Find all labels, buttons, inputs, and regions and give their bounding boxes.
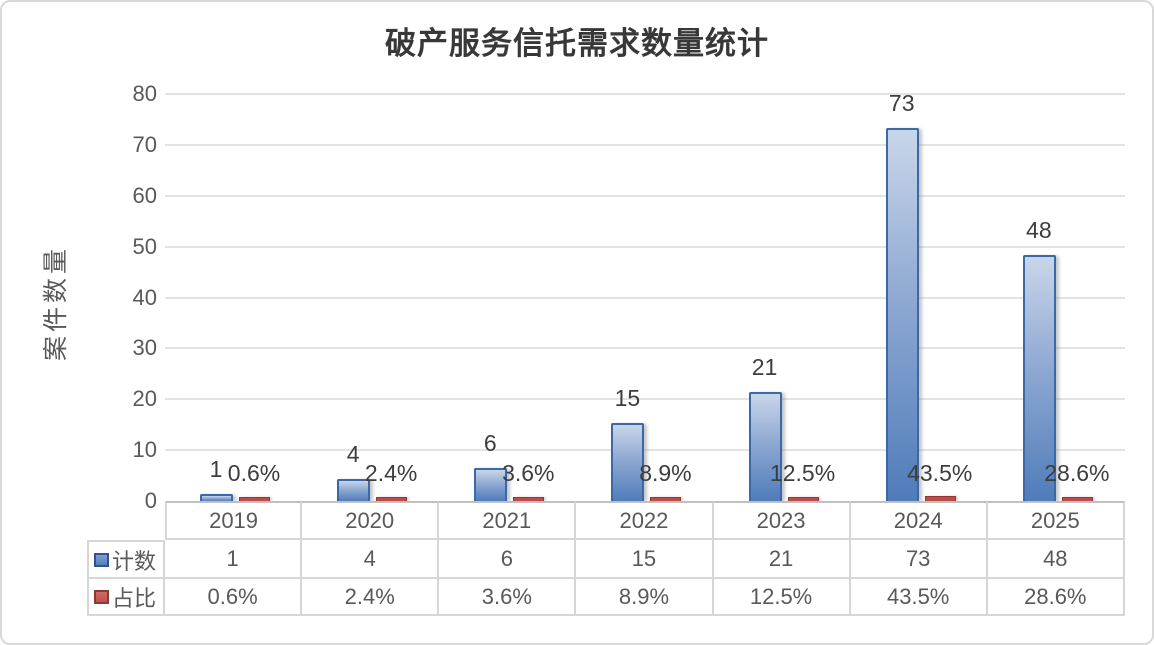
table-cell-count-2022: 15 [576,540,714,579]
table-cell-count-2021: 6 [439,540,577,579]
column-2020: 4 2.4% [302,94,439,501]
count-label-2022: 15 [614,384,641,411]
table-cell-ratio-2019: 0.6% [165,579,303,616]
count-label-2025: 48 [1026,216,1052,243]
column-2019: 1 0.6% [165,94,302,501]
gridline-10 [165,449,1125,452]
ratio-bar-2023[interactable] [787,497,819,501]
gridline-80 [165,93,1125,95]
column-2024: 73 43.5% [851,90,988,501]
ratio-label-2023: 12.5% [769,460,836,486]
gridline-70 [165,143,1125,146]
y-tick-label-50: 50 [132,233,157,259]
ratio-legend-key [94,589,109,604]
legend-item-count: 计数 [87,540,165,579]
gridline-30 [165,347,1125,350]
table-corner-blank [87,501,165,540]
column-2025: 48 28.6% [988,94,1125,501]
count-label-2021: 6 [483,430,497,457]
x-axis-label-2022: 2022 [576,501,714,540]
gridline-50 [165,245,1125,248]
chart-data-table: 2019 2020 2021 2022 2023 2024 2025 计数 1 4 6 15 21 73 4… [87,501,1125,616]
ratio-label-2019: 0.6% [227,460,281,486]
ratio-bar-2024[interactable] [924,495,956,501]
gridline-40 [165,296,1125,299]
gridline-60 [165,194,1125,197]
table-cell-count-2023: 21 [713,540,851,579]
count-label-2024: 73 [888,89,915,116]
x-axis-label-2024: 2024 [850,501,988,540]
count-bar-2019[interactable] [200,493,233,501]
count-label-2023: 21 [751,354,778,381]
ratio-label-2025: 28.6% [1044,460,1110,486]
legend-item-ratio: 占比 [87,579,165,616]
column-2023: 21 12.5% [714,94,851,501]
table-cell-count-2019: 1 [165,540,303,579]
ratio-label-2021: 3.6% [502,460,555,486]
count-bar-2022[interactable] [611,422,645,501]
table-cell-ratio-2021: 3.6% [439,579,577,616]
y-tick-label-10: 10 [132,437,157,463]
count-label-2020: 4 [346,440,360,467]
y-axis-title: 案件数量 [42,245,70,362]
table-cell-ratio-2022: 8.9% [576,579,714,616]
x-axis-label-2019: 2019 [165,501,303,540]
count-bar-2024[interactable] [885,127,919,501]
x-axis-label-2023: 2023 [713,501,851,540]
y-tick-label-30: 30 [132,335,157,361]
y-tick-label-40: 40 [132,284,157,310]
ratio-bar-2021[interactable] [513,497,545,501]
ratio-bar-2025[interactable] [1061,496,1093,501]
y-tick-label-0: 0 [144,488,157,513]
gridline-20 [165,398,1125,401]
chart-title: 破产服务信托需求数量统计 [385,26,769,61]
y-tick-label-60: 60 [132,182,157,208]
count-bar-2020[interactable] [337,478,371,501]
count-bar-2025[interactable] [1022,254,1056,501]
table-cell-ratio-2023: 12.5% [713,579,851,616]
ratio-label-2022: 8.9% [639,460,692,486]
count-label-2019: 1 [209,455,223,482]
count-legend-key [94,552,109,567]
plot-area: 1 0.6% 4 2.4% 6 3.6% 15 8.9% 21 12.5% 73 43.5% 48 28.… [165,90,1125,501]
x-axis-label-2020: 2020 [302,501,440,540]
y-tick-label-20: 20 [132,386,157,412]
ratio-bar-2019[interactable] [239,497,270,501]
table-cell-count-2020: 4 [302,540,440,579]
table-cell-ratio-2025: 28.6% [987,579,1125,616]
table-cell-ratio-2024: 43.5% [850,579,988,616]
ratio-label-2024: 43.5% [907,460,973,486]
table-cell-count-2024: 73 [850,540,988,579]
x-axis-label-2025: 2025 [987,501,1125,540]
x-axis-label-2021: 2021 [439,501,577,540]
column-2021: 6 3.6% [439,94,576,501]
ratio-bar-2020[interactable] [376,497,408,501]
ratio-bar-2022[interactable] [650,497,682,501]
table-cell-ratio-2020: 2.4% [302,579,440,616]
table-cell-count-2025: 48 [987,540,1125,579]
column-2022: 15 8.9% [576,94,713,501]
legend-label: 占比 [112,585,157,611]
count-bar-2021[interactable] [474,468,508,501]
count-bar-2023[interactable] [748,392,782,501]
legend-label: 计数 [112,548,157,574]
ratio-label-2020: 2.4% [364,460,418,486]
y-tick-label-80: 80 [132,81,157,106]
y-tick-label-70: 70 [132,131,157,157]
